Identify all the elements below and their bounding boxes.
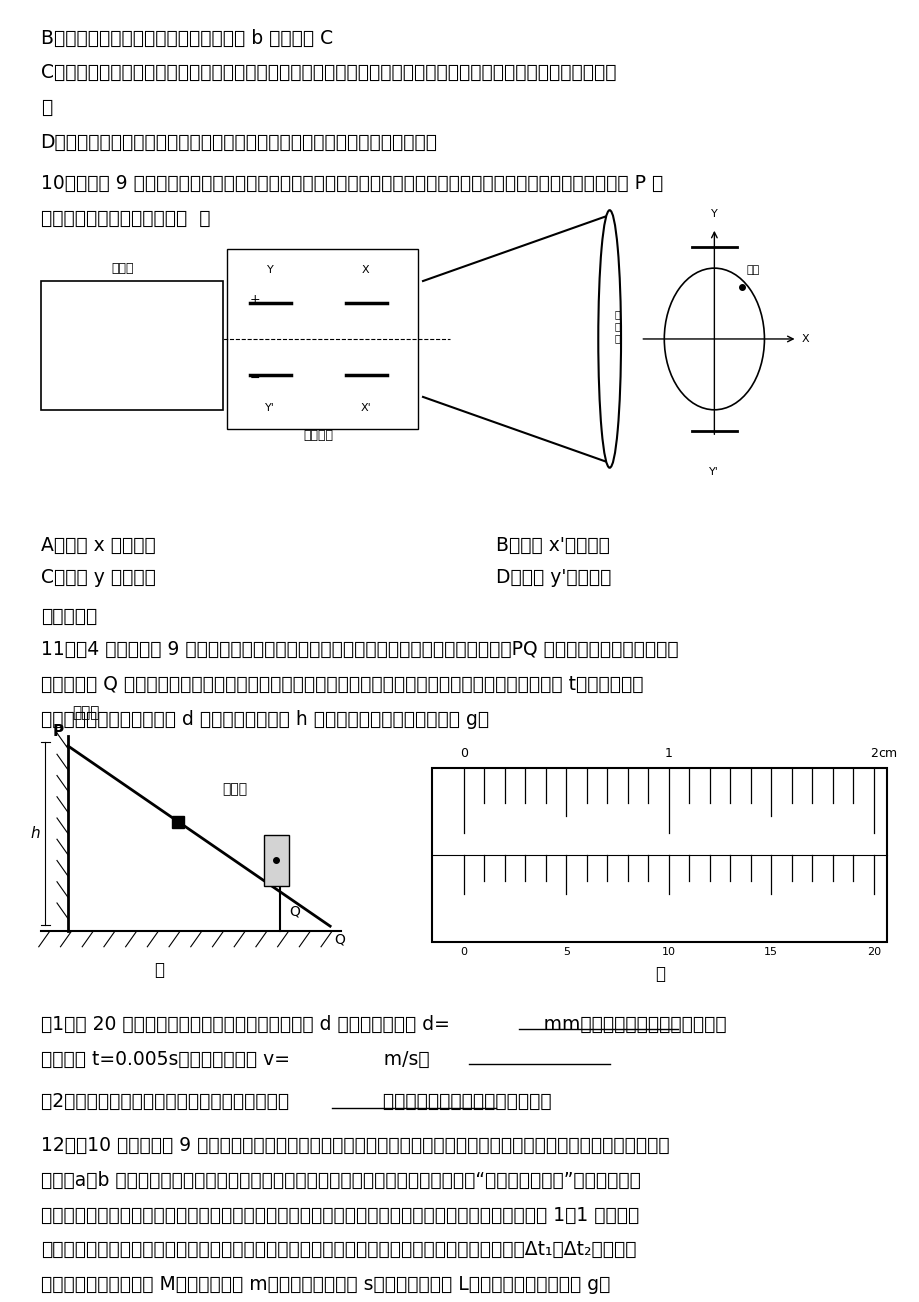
Ellipse shape: [597, 210, 620, 467]
Text: 0: 0: [460, 947, 467, 957]
Bar: [264, 835, 289, 887]
Text: 荧
光
屏: 荧 光 屏: [614, 310, 619, 342]
Text: 10: 10: [661, 947, 675, 957]
Text: 甲: 甲: [153, 961, 164, 979]
Text: 5: 5: [562, 947, 569, 957]
Text: X': X': [360, 404, 370, 413]
Text: 亮斌: 亮斌: [745, 264, 759, 275]
Text: B．极板 x'应带正电: B．极板 x'应带正电: [495, 536, 609, 555]
Text: 2: 2: [868, 747, 877, 760]
Text: 12、（10 分）（本题 9 分）与打点计时器一样，光电计时器也是一种研究物体运动情况时常用的计时仪器，如图（甲）: 12、（10 分）（本题 9 分）与打点计时器一样，光电计时器也是一种研究物体运…: [40, 1137, 668, 1155]
Text: 11、（4 分）（本题 9 分）某兴趣小组用如图甲所示的实验装置来验证机械能守恒定律。PQ 为一块倾斜放置的玻璃板，: 11、（4 分）（本题 9 分）某兴趣小组用如图甲所示的实验装置来验证机械能守恒…: [40, 641, 677, 659]
Text: 乙: 乙: [654, 965, 664, 983]
Bar: [432, 768, 887, 941]
Circle shape: [664, 268, 764, 410]
Text: 偏转电极: 偏转电极: [303, 428, 333, 441]
Text: （2）该小组验证机械能守恒定律的原理表达式为     （用题干所给的字母符号表示）。: （2）该小组验证机械能守恒定律的原理表达式为 （用题干所给的字母符号表示）。: [40, 1092, 550, 1112]
Text: X: X: [801, 335, 809, 344]
Text: C．通常，由于台球很坚硬，碰撞时的形变能够完全恢复，能量损失很小，故可将它们之间的碰撞视为弹性碰撞来分: C．通常，由于台球很坚硬，碰撞时的形变能够完全恢复，能量损失很小，故可将它们之间…: [40, 64, 616, 82]
Text: 二、实验题: 二、实验题: [40, 607, 96, 626]
Bar: [40, 281, 222, 410]
Text: P: P: [52, 724, 63, 740]
Text: Y': Y': [709, 467, 719, 477]
Text: Y: Y: [267, 264, 273, 275]
Text: 1: 1: [664, 747, 672, 760]
Text: Y: Y: [710, 208, 717, 219]
Text: −: −: [249, 372, 259, 385]
Text: D．由于台球和台面间有摩擦，故台球之间的碰撞过程一般不遵循动量守恒定律: D．由于台球和台面间有摩擦，故台球之间的碰撞过程一般不遵循动量守恒定律: [40, 133, 437, 152]
Text: 所示，a、b 分别是光电门的激光发射和接收装置．现利用如图（乙）所示的装置验证“机械能守恒定律”．方法是：在: 所示，a、b 分别是光电门的激光发射和接收装置．现利用如图（乙）所示的装置验证“…: [40, 1170, 640, 1190]
Text: D．极板 y'应带正电: D．极板 y'应带正电: [495, 568, 610, 587]
Text: h: h: [31, 825, 40, 841]
Text: 滑块上安装一遥光板，把滑块放在水平放置的气垫导轨上，通过跨过定滑轮的细绳与钉码相连，连接好 1、1 两个光电: 滑块上安装一遥光板，把滑块放在水平放置的气垫导轨上，通过跨过定滑轮的细绳与钉码相…: [40, 1206, 638, 1225]
Text: C．极板 y 应带正电: C．极板 y 应带正电: [40, 568, 155, 587]
Text: 电子枪: 电子枪: [111, 262, 133, 275]
Text: 门，在图示位置释放滑块后，光电计时器记录下滑块上的遥光板先后通过两个光电门的时间分别为Δt₁、Δt₂．已知滑: 门，在图示位置释放滑块后，光电计时器记录下滑块上的遥光板先后通过两个光电门的时间…: [40, 1241, 635, 1259]
Text: 在斜面底端 Q 处固定有一个光电门，光电门与数字计时器相连（图中未画，记录小车通过时的遥光时间 t）。实验时将: 在斜面底端 Q 处固定有一个光电门，光电门与数字计时器相连（图中未画，记录小车通…: [40, 674, 642, 694]
Text: 0: 0: [460, 747, 468, 760]
Text: Q: Q: [289, 905, 300, 918]
Text: 光时间为 t=0.005s，则小车的速度 v=     m/s。: 光时间为 t=0.005s，则小车的速度 v= m/s。: [40, 1049, 429, 1069]
Text: Q: Q: [335, 932, 346, 947]
Text: 光电门: 光电门: [221, 783, 247, 796]
Text: 20: 20: [866, 947, 879, 957]
Text: 遥光条: 遥光条: [73, 706, 100, 720]
Text: 一小车（其上固定有宽度为 d 的遥光条）从高度 h 处由静止释放，重力加速度为 g。: 一小车（其上固定有宽度为 d 的遥光条）从高度 h 处由静止释放，重力加速度为 …: [40, 710, 488, 729]
Text: 析: 析: [40, 98, 51, 117]
Text: Y': Y': [265, 404, 275, 413]
Text: 15: 15: [764, 947, 777, 957]
Text: （1）用 20 分度游标卡尺测得物体上的遥光条宽度 d 如乙图所示，则 d=     mm；若某次数字计时器记录的遥: （1）用 20 分度游标卡尺测得物体上的遥光条宽度 d 如乙图所示，则 d= m…: [40, 1016, 725, 1034]
Bar: [227, 249, 418, 430]
Text: cm: cm: [878, 747, 896, 760]
Text: B．击球瞄准时，应使撞击时两球公切线 b 指向中袋 C: B．击球瞄准时，应使撞击时两球公切线 b 指向中袋 C: [40, 29, 333, 48]
Text: +: +: [249, 293, 259, 306]
Text: A．极板 x 应带正电: A．极板 x 应带正电: [40, 536, 155, 555]
Text: 10、（本题 9 分）示波管是示波器的核心部件，它由电子枪、偏转电极和荧光屏组成，如图所示．如果在荧光屏上 P 点: 10、（本题 9 分）示波管是示波器的核心部件，它由电子枪、偏转电极和荧光屏组成…: [40, 174, 662, 193]
Text: X: X: [361, 264, 369, 275]
Text: 块（含遥光板）质量为 M、钉码质量为 m、两光电门间距为 s、遥光板宽度为 L、当地的重力加速度为 g。: 块（含遥光板）质量为 M、钉码质量为 m、两光电门间距为 s、遥光板宽度为 L、…: [40, 1275, 609, 1294]
Text: 出现亮斌，那么示波管中的（  ）: 出现亮斌，那么示波管中的（ ）: [40, 208, 210, 228]
